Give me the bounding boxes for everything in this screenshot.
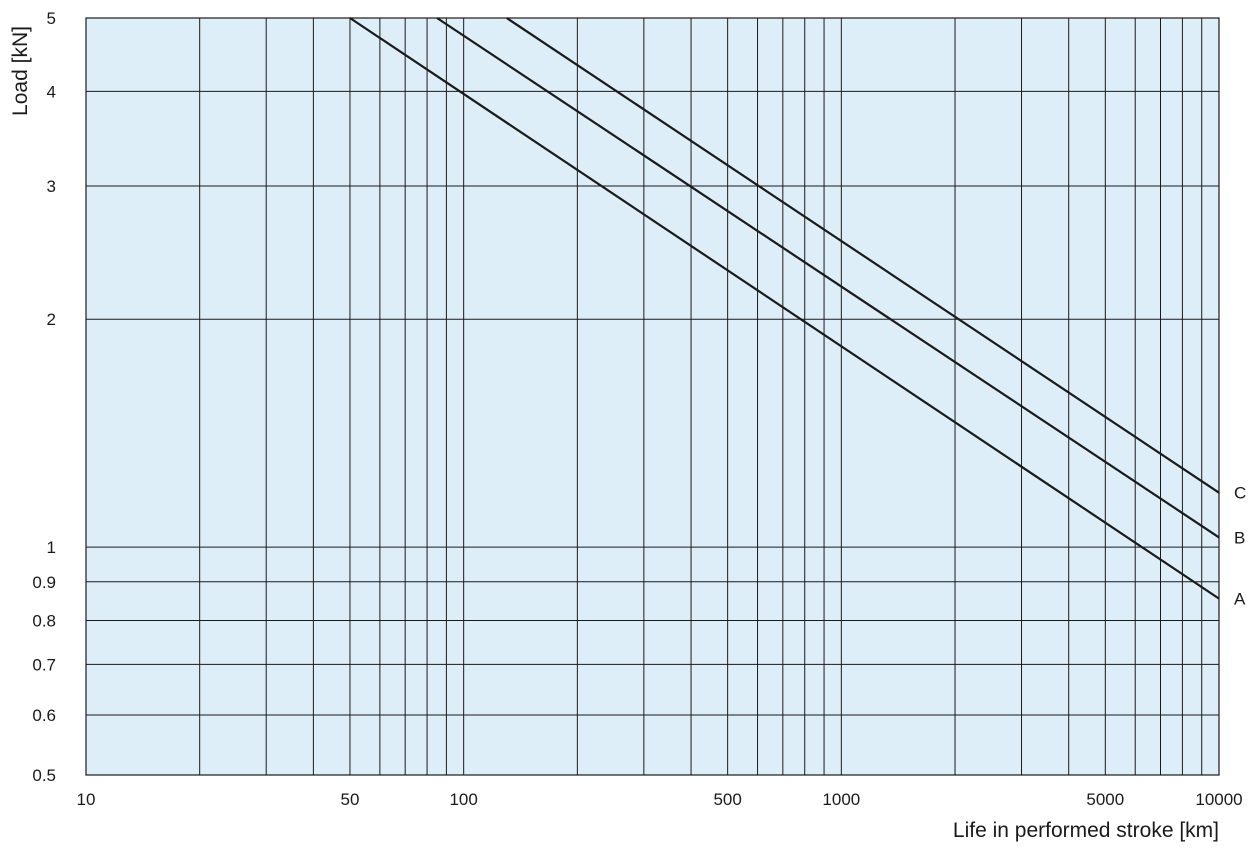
y-tick-label: 3: [47, 177, 56, 196]
y-tick-label: 0.5: [32, 766, 56, 785]
y-tick-label: 0.8: [32, 611, 56, 630]
plot-frame: [85, 17, 1220, 776]
series-label-b: B: [1234, 528, 1245, 547]
x-tick-labels: 10 50 100 500 1000 5000 10000: [77, 790, 1243, 809]
series-labels: A B C: [1234, 484, 1246, 609]
plot-area: [86, 18, 1219, 775]
series-line-a: [349, 17, 1220, 600]
y-tick-label: 2: [47, 310, 56, 329]
series-label-c: C: [1234, 484, 1246, 503]
x-tick-label: 10: [77, 790, 96, 809]
x-gridlines: [199, 18, 1203, 775]
x-tick-label: 1000: [822, 790, 860, 809]
y-tick-label: 0.9: [32, 573, 56, 592]
x-axis-title: Life in performed stroke [km]: [953, 819, 1219, 842]
y-axis-title: Load [kN]: [9, 26, 32, 116]
y-tick-label: 5: [47, 9, 56, 28]
series-lines: [349, 17, 1220, 600]
y-tick-label: 1: [47, 538, 56, 557]
series-label-a: A: [1234, 590, 1246, 609]
x-tick-label: 5000: [1086, 790, 1124, 809]
series-line-c: [506, 17, 1220, 494]
x-tick-label: 50: [341, 790, 360, 809]
x-tick-label: 10000: [1195, 790, 1242, 809]
y-tick-labels: 0.5 0.6 0.7 0.8 0.9 1 2 3 4 5: [32, 9, 56, 785]
x-tick-label: 100: [449, 790, 477, 809]
y-tick-label: 0.7: [32, 655, 56, 674]
y-tick-label: 4: [47, 82, 56, 101]
x-tick-label: 500: [713, 790, 741, 809]
y-tick-label: 0.6: [32, 706, 56, 725]
series-line-b: [436, 17, 1220, 539]
